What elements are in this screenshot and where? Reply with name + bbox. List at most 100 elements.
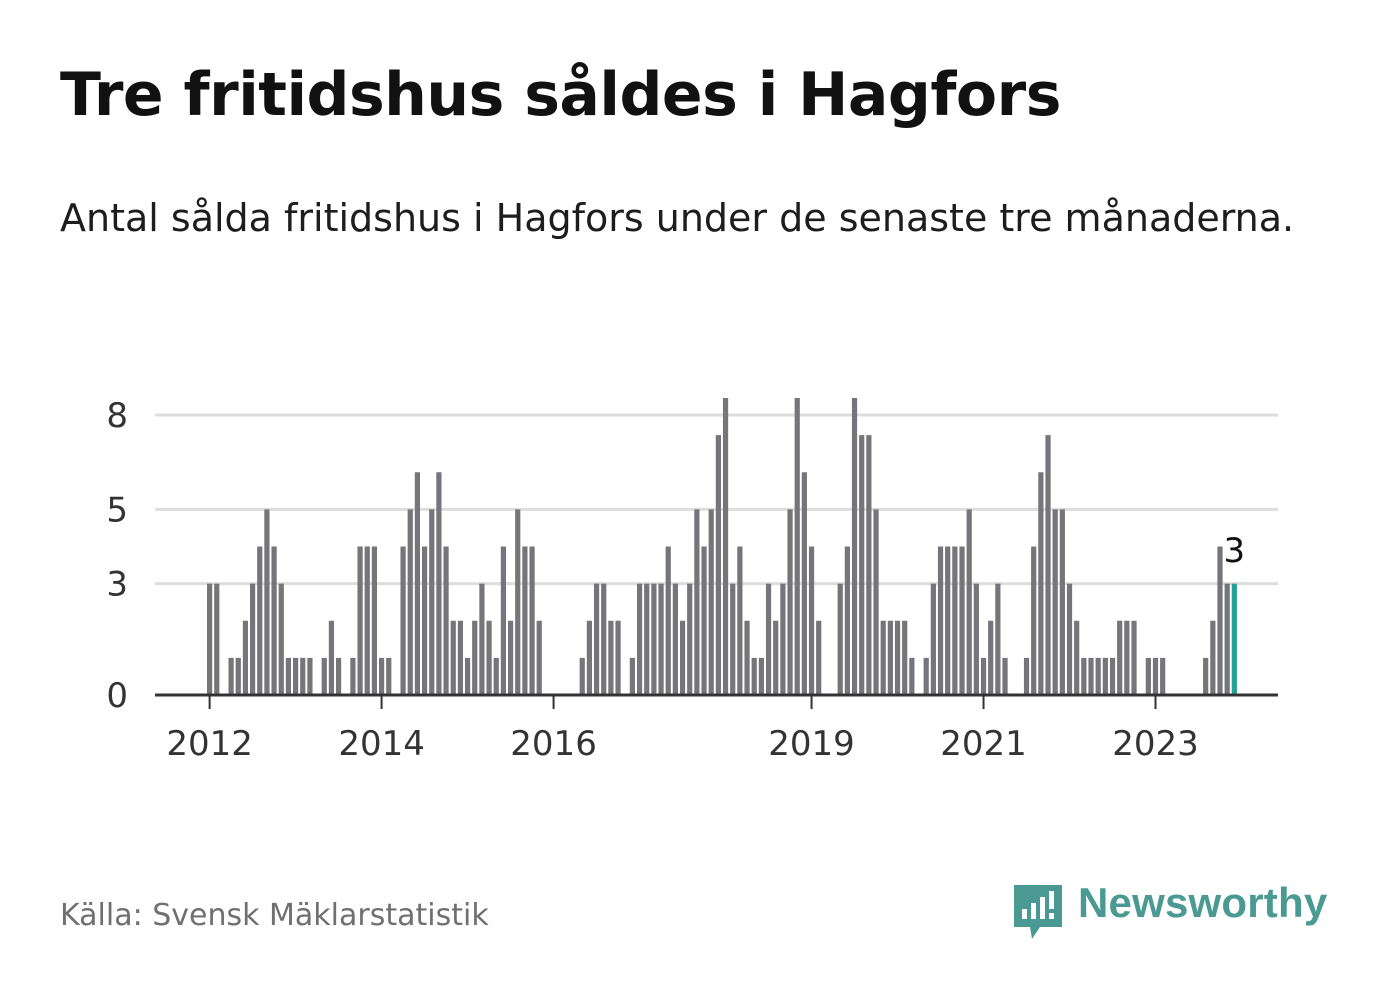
bar bbox=[644, 583, 650, 695]
bar bbox=[214, 583, 220, 695]
bar bbox=[450, 620, 456, 695]
y-tick-label: 3 bbox=[106, 565, 128, 605]
bar bbox=[1152, 657, 1159, 695]
bar bbox=[486, 620, 492, 695]
bar bbox=[429, 509, 435, 695]
bar bbox=[1217, 546, 1223, 695]
y-tick-label: 5 bbox=[106, 490, 128, 530]
bar bbox=[636, 583, 643, 695]
bar bbox=[923, 657, 929, 695]
bar bbox=[264, 509, 270, 695]
bar bbox=[844, 546, 850, 695]
bar bbox=[601, 583, 607, 695]
bar bbox=[249, 583, 256, 695]
bar bbox=[945, 546, 951, 695]
bar bbox=[300, 657, 306, 695]
last-value-label: 3 bbox=[1224, 531, 1246, 571]
bar bbox=[479, 583, 485, 695]
x-tick-label: 2021 bbox=[940, 724, 1027, 764]
bar bbox=[1231, 583, 1237, 695]
bar bbox=[859, 435, 865, 695]
bar bbox=[1145, 657, 1151, 695]
bar bbox=[292, 657, 299, 695]
bar bbox=[966, 509, 972, 695]
bar bbox=[722, 398, 729, 695]
bar bbox=[1109, 657, 1116, 695]
bar bbox=[371, 546, 378, 695]
bar bbox=[887, 620, 893, 695]
bar bbox=[357, 546, 363, 695]
bar bbox=[328, 620, 335, 695]
bar bbox=[988, 620, 994, 695]
bar bbox=[701, 546, 707, 695]
bar bbox=[1160, 657, 1166, 695]
bar bbox=[400, 546, 406, 695]
bar bbox=[1081, 657, 1087, 695]
bar bbox=[507, 620, 514, 695]
bar bbox=[1124, 620, 1130, 695]
bar bbox=[873, 509, 879, 695]
y-tick-label: 8 bbox=[106, 396, 128, 436]
y-tick-label: 0 bbox=[106, 676, 128, 716]
bar bbox=[407, 509, 413, 695]
bar bbox=[744, 620, 750, 695]
bar bbox=[457, 620, 464, 695]
bar bbox=[1088, 657, 1094, 695]
bar bbox=[973, 583, 979, 695]
bar bbox=[995, 583, 1001, 695]
bar bbox=[472, 620, 478, 695]
bar bbox=[436, 472, 442, 695]
bar bbox=[687, 583, 693, 695]
bar bbox=[980, 657, 987, 695]
bar bbox=[672, 583, 678, 695]
bar bbox=[228, 657, 234, 695]
bar bbox=[866, 435, 872, 695]
bar bbox=[902, 620, 908, 695]
bar bbox=[464, 657, 471, 695]
bar bbox=[1059, 509, 1065, 695]
bar bbox=[307, 657, 313, 695]
bar bbox=[679, 620, 686, 695]
bar bbox=[1203, 657, 1209, 695]
bar bbox=[758, 657, 764, 695]
bar bbox=[386, 657, 392, 695]
bar bbox=[937, 546, 944, 695]
bar-chart: 0 3 5 8 2012 2014 2016 2019 2021 2023 3 bbox=[106, 396, 1278, 764]
bar bbox=[1066, 583, 1073, 695]
brand-name: Newsworthy bbox=[1078, 879, 1328, 926]
bar bbox=[593, 583, 600, 695]
bar bbox=[285, 657, 292, 695]
bar bbox=[529, 546, 535, 695]
bar bbox=[1095, 657, 1101, 695]
bar bbox=[1038, 472, 1044, 695]
bar bbox=[1117, 620, 1123, 695]
bar bbox=[235, 657, 241, 695]
bar bbox=[378, 657, 385, 695]
bar bbox=[665, 546, 671, 695]
bar bbox=[1002, 657, 1008, 695]
bar bbox=[522, 546, 528, 695]
bar bbox=[515, 509, 521, 695]
bar bbox=[737, 546, 743, 695]
bar bbox=[894, 620, 901, 695]
bar bbox=[278, 583, 284, 695]
bar bbox=[421, 546, 428, 695]
bar bbox=[837, 583, 843, 695]
bar bbox=[1224, 583, 1230, 695]
bar bbox=[730, 583, 736, 695]
bar bbox=[959, 546, 965, 695]
bar bbox=[651, 583, 657, 695]
bar bbox=[608, 620, 614, 695]
bar bbox=[257, 546, 263, 695]
bar bbox=[787, 509, 793, 695]
bar bbox=[909, 657, 915, 695]
bar bbox=[808, 546, 815, 695]
bar bbox=[816, 620, 822, 695]
bar bbox=[715, 435, 721, 695]
bar bbox=[1023, 657, 1030, 695]
brand-logo[interactable]: Newsworthy bbox=[1010, 875, 1330, 945]
bar bbox=[780, 583, 786, 695]
x-tick-label: 2016 bbox=[510, 724, 597, 764]
bar bbox=[658, 583, 664, 695]
bar bbox=[443, 546, 449, 695]
